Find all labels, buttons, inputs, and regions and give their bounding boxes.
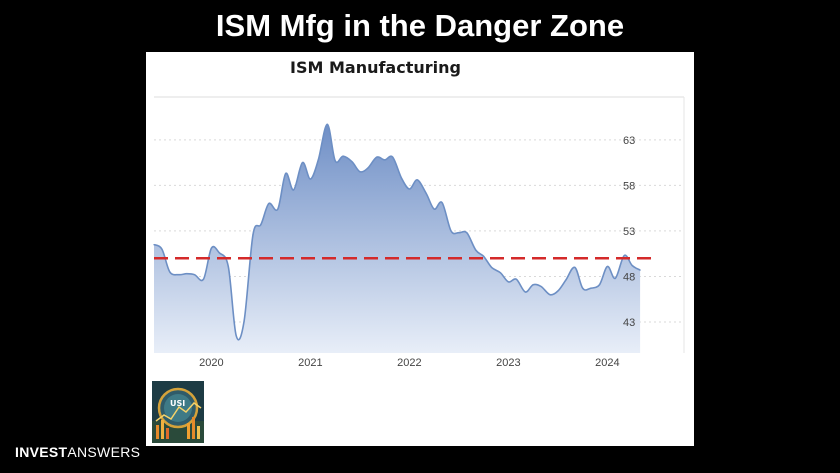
data-point-59	[639, 269, 641, 271]
y-tick-43: 43	[623, 317, 635, 329]
data-point-41	[491, 266, 493, 268]
data-point-13	[260, 223, 262, 226]
data-point-29	[392, 156, 394, 158]
series-area	[154, 124, 641, 353]
data-point-3	[178, 274, 180, 276]
ism-chart: 63 58 53 48 43 2020 2021 2022 2023 2024	[153, 96, 685, 369]
data-point-52	[582, 287, 584, 289]
data-point-44	[515, 278, 517, 280]
data-point-12	[252, 234, 254, 236]
data-point-38	[466, 232, 468, 234]
data-point-53	[590, 287, 592, 289]
x-tick-2022: 2022	[397, 357, 421, 369]
data-point-18	[301, 162, 304, 164]
data-point-47	[540, 285, 542, 288]
data-point-33	[425, 193, 427, 195]
data-point-20	[317, 159, 319, 161]
y-tick-48: 48	[623, 271, 635, 283]
data-point-28	[384, 159, 386, 161]
data-point-15	[277, 208, 279, 210]
data-point-40	[483, 255, 485, 257]
data-point-6	[202, 278, 205, 280]
plot-area	[153, 123, 654, 353]
data-point-48	[549, 294, 551, 296]
x-tick-2023: 2023	[496, 357, 520, 369]
data-point-56	[614, 277, 616, 279]
data-point-0	[153, 244, 155, 246]
y-tick-53: 53	[623, 226, 635, 238]
y-tick-63: 63	[623, 135, 635, 147]
data-point-25	[359, 171, 361, 173]
brand-part-invest: INVEST	[15, 444, 68, 460]
tick-labels: 63 58 53 48 43 2020 2021 2022 2023 2024	[199, 135, 635, 369]
brand-wordmark: INVESTANSWERS	[15, 444, 140, 460]
data-point-36	[450, 230, 452, 232]
data-point-23	[342, 155, 344, 157]
data-point-22	[334, 160, 336, 162]
data-point-30	[400, 177, 403, 179]
data-point-58	[631, 264, 633, 267]
x-tick-2024: 2024	[595, 357, 619, 369]
y-tick-58: 58	[623, 180, 635, 192]
data-point-39	[475, 249, 477, 251]
data-point-50	[565, 279, 567, 281]
invest-answers-logo-icon: USI	[152, 381, 204, 443]
data-point-14	[268, 203, 270, 205]
data-point-11	[243, 320, 245, 322]
data-point-37	[458, 232, 460, 234]
data-point-16	[285, 172, 287, 175]
data-point-10	[235, 335, 237, 337]
logo-text: USI	[170, 399, 185, 408]
data-point-57	[623, 254, 625, 257]
x-tick-2021: 2021	[298, 357, 322, 369]
data-point-9	[227, 265, 229, 268]
data-point-46	[532, 284, 534, 286]
data-point-35	[441, 202, 443, 204]
data-point-31	[408, 188, 410, 190]
data-point-34	[433, 208, 435, 210]
data-point-45	[524, 291, 526, 293]
brand-part-answers: ANSWERS	[67, 444, 141, 460]
data-point-8	[218, 252, 220, 254]
data-point-32	[416, 179, 418, 181]
data-point-49	[557, 290, 559, 292]
data-point-42	[499, 272, 502, 274]
data-point-19	[309, 178, 311, 180]
data-point-55	[606, 265, 608, 268]
data-point-1	[161, 248, 163, 250]
x-tick-2020: 2020	[199, 357, 223, 369]
data-point-43	[507, 281, 509, 283]
slide-title: ISM Mfg in the Danger Zone	[215, 8, 625, 43]
data-point-21	[326, 123, 328, 125]
data-point-26	[367, 167, 369, 169]
data-point-27	[376, 156, 378, 158]
data-point-54	[598, 284, 601, 286]
data-point-51	[574, 266, 576, 268]
data-point-7	[210, 247, 212, 249]
data-point-2	[169, 271, 171, 273]
data-point-24	[351, 161, 353, 163]
chart-title: ISM Manufacturing	[290, 58, 461, 77]
data-point-5	[194, 274, 196, 276]
data-point-4	[186, 273, 188, 275]
data-point-17	[293, 189, 295, 191]
